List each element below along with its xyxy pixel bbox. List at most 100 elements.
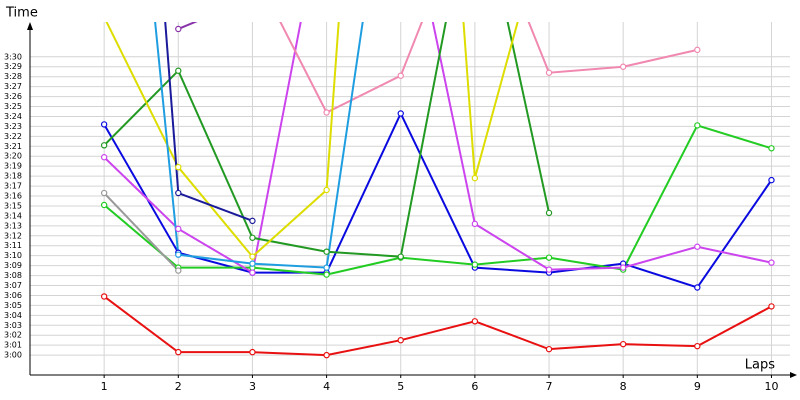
y-tick-label: 3:27 [4,82,22,91]
axes: Time Laps [5,6,797,378]
y-tick-label: 3:21 [4,142,22,151]
point-marker [323,264,330,271]
y-tick-label: 3:05 [4,301,22,310]
x-tick-label: 8 [620,380,627,393]
point-marker [768,145,775,152]
y-tick-label: 3:16 [4,192,22,201]
y-tick-label: 3:03 [4,321,22,330]
x-tick-label: 4 [323,380,330,393]
point-marker [768,259,775,266]
point-marker [175,189,182,197]
series-line [103,124,772,276]
point-marker [397,253,404,260]
point-marker [175,251,182,258]
y-tick-label: 3:22 [4,132,22,141]
point-marker [694,284,701,291]
point-marker [100,201,108,209]
tick-labels: 3:003:013:023:033:043:053:063:073:083:09… [4,52,778,393]
x-tick-label: 5 [397,380,404,393]
y-tick-label: 3:17 [4,182,22,191]
y-tick-label: 3:00 [4,351,22,360]
point-marker [471,318,479,325]
point-marker [249,253,256,260]
y-tick-label: 3:20 [4,152,22,161]
point-marker [175,267,182,274]
point-marker [249,269,256,276]
y-tick-label: 3:30 [4,52,22,61]
series-line [103,111,773,289]
y-tick-label: 3:14 [4,211,22,220]
point-marker [100,189,108,197]
y-tick-label: 3:24 [4,112,22,121]
point-marker [249,348,256,356]
point-marker [471,261,479,268]
y-tick-label: 3:18 [4,172,22,181]
x-axis-label: Laps [745,358,775,373]
y-tick-label: 3:23 [4,122,22,131]
point-marker [323,271,330,278]
y-tick-label: 3:09 [4,261,22,270]
point-marker [175,163,182,171]
y-tick-label: 3:02 [4,331,22,340]
x-tick-label: 10 [764,380,778,393]
point-marker [768,303,775,310]
y-tick-label: 3:29 [4,62,22,71]
y-tick-label: 3:06 [4,291,22,300]
x-tick-label: 6 [471,380,478,393]
point-marker [694,46,701,54]
y-axis-arrow [27,22,33,30]
point-marker [694,342,701,350]
point-marker [175,67,182,74]
point-marker [619,340,627,348]
y-tick-label: 3:10 [4,251,22,260]
point-marker [619,264,627,271]
point-marker [619,63,627,70]
series-line [177,22,198,30]
y-tick-label: 3:26 [4,92,22,101]
series-line [103,192,180,272]
point-marker [471,220,479,228]
y-tick-label: 3:19 [4,162,22,171]
x-tick-label: 9 [694,380,701,393]
point-marker [100,154,108,161]
point-marker [100,142,108,149]
point-marker [545,69,553,76]
plot-area [100,22,775,359]
point-marker [249,260,256,267]
point-marker [100,121,108,128]
y-tick-label: 3:04 [4,311,22,320]
x-tick-label: 2 [175,380,182,393]
y-tick-label: 3:12 [4,231,22,240]
point-marker [175,225,182,233]
point-marker [323,248,330,255]
series-line [103,22,772,275]
point-marker [768,176,775,184]
point-marker [175,25,182,33]
point-marker [249,217,256,225]
x-axis-arrow [790,372,797,378]
y-tick-label: 3:25 [4,102,22,111]
point-marker [397,72,404,79]
x-tick-label: 3 [249,380,256,393]
point-marker [249,234,256,241]
x-tick-label: 1 [101,380,108,393]
point-marker [323,351,330,359]
point-marker [323,186,330,194]
y-tick-label: 3:13 [4,221,22,230]
point-marker [397,336,404,344]
point-marker [694,243,701,250]
point-marker [545,266,553,273]
point-marker [100,293,108,300]
point-marker [545,254,553,261]
point-marker [694,122,701,129]
y-tick-label: 3:01 [4,341,22,350]
point-marker [397,110,404,117]
series-line [103,295,772,357]
x-tick-label: 7 [546,380,553,393]
y-tick-label: 3:07 [4,281,22,290]
point-marker [545,209,553,217]
y-tick-label: 3:28 [4,72,22,81]
y-tick-label: 3:15 [4,201,22,210]
